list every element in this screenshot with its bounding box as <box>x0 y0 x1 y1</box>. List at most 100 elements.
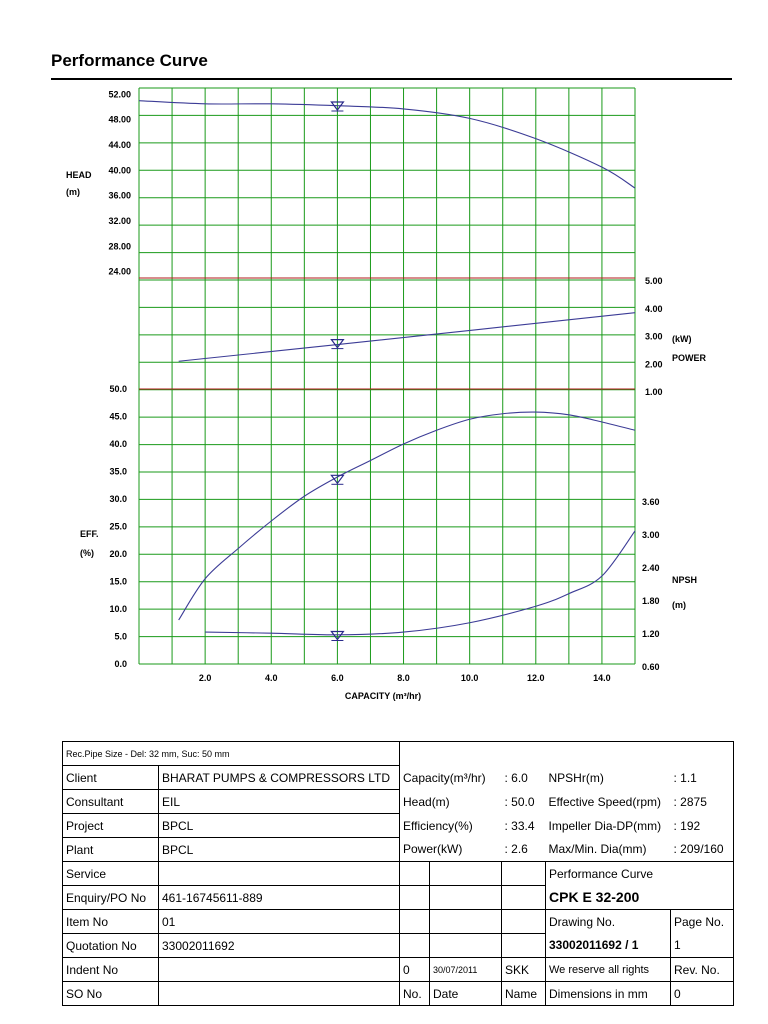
head-tick-label: 52.00 <box>108 89 131 99</box>
power-tick-label: 3.00 <box>645 332 663 342</box>
row-label: Consultant <box>62 789 159 814</box>
performance-chart: 52.00 48.00 44.00 40.00 36.00 32.00 28.00 24.00… <box>66 87 707 701</box>
row-value: BPCL <box>158 813 400 838</box>
eff-tick-label: 0.0 <box>114 659 127 669</box>
x-tick-label: 6.0 <box>331 673 344 683</box>
eff-tick-label: 35.0 <box>109 467 127 477</box>
head-tick-label: 48.00 <box>108 115 131 125</box>
model-cell: CPK E 32-200 <box>544 885 735 910</box>
blank-cell <box>501 861 546 886</box>
dims-note: Dimensions in mm <box>545 981 671 1006</box>
row-value: 01 <box>158 909 400 934</box>
row-label: Project <box>62 813 159 838</box>
blank-cell <box>429 909 502 934</box>
head-tick-label: 44.00 <box>108 140 131 150</box>
blank-cell <box>399 885 430 910</box>
eff-tick-label: 30.0 <box>109 494 127 504</box>
spec-label: Head(m) <box>399 789 502 814</box>
head-axis-unit: (m) <box>66 187 80 197</box>
head-tick-label: 28.00 <box>108 241 131 251</box>
npsh-tick-label: 0.60 <box>642 662 660 672</box>
npsh-tick-label: 3.60 <box>642 497 660 507</box>
head-tick-label: 24.00 <box>108 267 131 277</box>
spec-label: Efficiency(%) <box>399 813 502 838</box>
duty-point-marker <box>330 630 345 641</box>
npsh-axis-label: NPSH <box>672 575 697 585</box>
eff-axis-label: EFF. <box>80 529 99 539</box>
spec-value: : 33.4 <box>504 818 535 833</box>
rev-number: 0 <box>399 957 430 982</box>
x-axis-label: CAPACITY (m³/hr) <box>345 691 421 701</box>
head-axis-label: HEAD <box>66 170 92 180</box>
row-value <box>158 981 400 1006</box>
rev-no-label: Rev. No. <box>669 957 735 982</box>
drawing-no-label: Drawing No. <box>545 909 671 934</box>
spec-value: : 50.0 <box>504 794 535 809</box>
date-label: Date <box>429 981 502 1006</box>
row-label: SO No <box>62 981 159 1006</box>
duty-point-marker <box>330 101 345 111</box>
head-tick-label: 40.00 <box>108 165 131 175</box>
row-value: BPCL <box>158 837 400 862</box>
grid <box>138 87 636 665</box>
row-value <box>158 861 400 886</box>
spec-label-2: Max/Min. Dia(mm) <box>545 837 671 862</box>
no-label: No. <box>399 981 430 1006</box>
eff-tick-label: 25.0 <box>109 522 127 532</box>
spec-value-2: : 192 <box>670 813 735 838</box>
blank-cell <box>501 933 546 958</box>
npsh-tick-label: 3.00 <box>642 530 660 540</box>
spec-label: Capacity(m³/hr) <box>399 765 502 790</box>
spec-value: : 2.6 <box>501 837 546 862</box>
npsh-tick-label: 1.20 <box>642 629 660 639</box>
x-tick-label: 14.0 <box>593 673 611 683</box>
row-value <box>158 957 400 982</box>
row-value: 33002011692 <box>158 933 400 958</box>
row-value: 461-16745611-889 <box>158 885 400 910</box>
eff-tick-label: 15.0 <box>109 577 127 587</box>
spec-value: : 6.0 <box>504 770 528 785</box>
blank-cell <box>429 885 502 910</box>
row-value: BHARAT PUMPS & COMPRESSORS LTD <box>158 765 400 790</box>
row-label: Service <box>62 861 159 886</box>
x-tick-label: 4.0 <box>265 673 278 683</box>
spec-value-2: : 1.1 <box>670 765 735 790</box>
blank-cell <box>399 909 430 934</box>
eff-tick-label: 40.0 <box>109 439 127 449</box>
title-divider <box>51 78 732 80</box>
row-value: EIL <box>158 789 400 814</box>
rev-date: 30/07/2011 <box>429 957 502 982</box>
power-axis-unit: (kW) <box>672 334 692 344</box>
spec-value-2: : 209/160 <box>670 837 735 862</box>
power-tick-label: 5.00 <box>645 276 663 286</box>
head-tick-label: 32.00 <box>108 216 131 226</box>
head-tick-label: 36.00 <box>108 191 131 201</box>
x-tick-label: 10.0 <box>461 673 479 683</box>
eff-tick-label: 45.0 <box>109 412 127 422</box>
drawing-no-value: 33002011692 / 1 <box>545 933 671 958</box>
blank-cell <box>501 885 546 910</box>
npsh-tick-label: 1.80 <box>642 596 660 606</box>
pipe-size-cell: Rec.Pipe Size - Del: 32 mm, Suc: 50 mm <box>62 741 400 766</box>
x-tick-label: 8.0 <box>397 673 410 683</box>
efficiency-curve <box>178 411 636 621</box>
rev-name: SKK <box>501 957 546 982</box>
row-label: Indent No <box>62 957 159 982</box>
page-no-label: Page No. <box>669 909 735 934</box>
row-label: Quotation No <box>62 933 159 958</box>
npsh-curve <box>205 530 636 636</box>
row-label: Item No <box>62 909 159 934</box>
head-curve <box>138 100 636 189</box>
x-tick-label: 12.0 <box>527 673 545 683</box>
power-curve <box>178 312 636 362</box>
spec-label-2: Impeller Dia-DP(mm) <box>548 818 662 833</box>
spec-label-2: Effective Speed(rpm) <box>548 794 662 809</box>
blank-cell <box>399 933 430 958</box>
name-label: Name <box>501 981 546 1006</box>
spec-label-2: NPSHr(m) <box>548 770 604 785</box>
eff-tick-label: 20.0 <box>109 549 127 559</box>
power-axis-label: POWER <box>672 353 707 363</box>
eff-tick-label: 5.0 <box>114 632 127 642</box>
spec-label: Power(kW) <box>399 837 502 862</box>
blank-cell <box>429 861 502 886</box>
